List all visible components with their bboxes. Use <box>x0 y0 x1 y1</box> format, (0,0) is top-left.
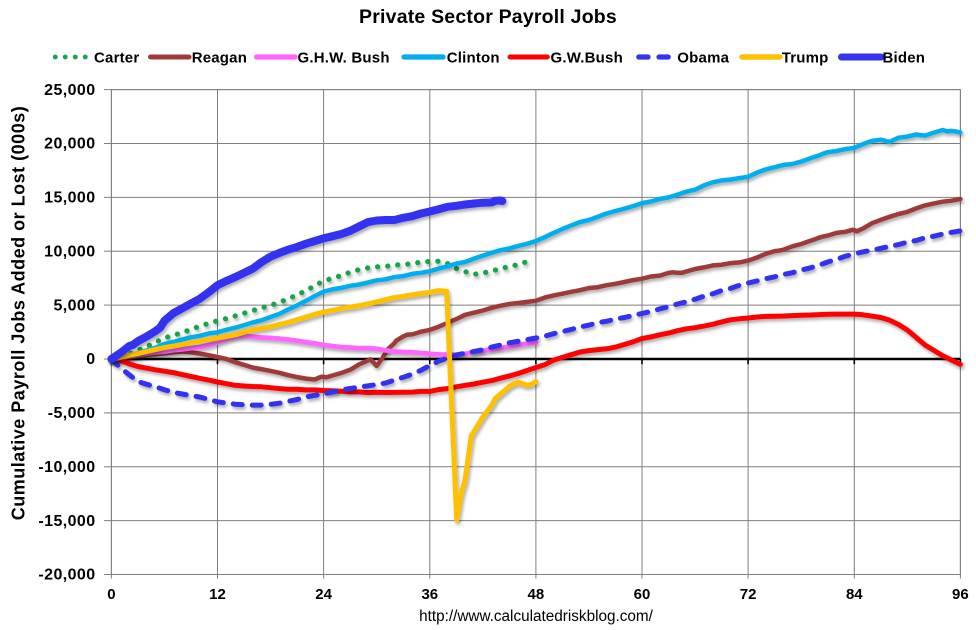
svg-text:10,000: 10,000 <box>44 243 95 260</box>
svg-text:84: 84 <box>846 586 863 603</box>
svg-text:G.H.W. Bush: G.H.W. Bush <box>298 49 390 66</box>
svg-text:60: 60 <box>634 586 651 603</box>
svg-text:Biden: Biden <box>883 49 926 66</box>
svg-text:G.W.Bush: G.W.Bush <box>551 49 623 66</box>
svg-text:Clinton: Clinton <box>447 49 500 66</box>
svg-text:Carter: Carter <box>94 49 139 66</box>
svg-text:15,000: 15,000 <box>44 190 95 207</box>
svg-text:Trump: Trump <box>782 49 829 66</box>
svg-text:25,000: 25,000 <box>44 82 95 99</box>
svg-text:0: 0 <box>86 351 95 368</box>
svg-text:http://www.calculatedriskblog.: http://www.calculatedriskblog.com/ <box>419 608 654 625</box>
svg-text:Cumulative Payroll Jobs Added: Cumulative Payroll Jobs Added or Lost (0… <box>9 106 29 520</box>
svg-text:-20,000: -20,000 <box>38 567 95 584</box>
svg-text:0: 0 <box>107 586 115 603</box>
svg-text:96: 96 <box>952 586 969 603</box>
svg-text:48: 48 <box>528 586 545 603</box>
svg-text:-5,000: -5,000 <box>48 405 96 422</box>
svg-text:5,000: 5,000 <box>53 297 95 314</box>
svg-text:36: 36 <box>421 586 438 603</box>
svg-text:24: 24 <box>315 586 332 603</box>
svg-text:Obama: Obama <box>677 49 729 66</box>
svg-text:-15,000: -15,000 <box>38 513 95 530</box>
svg-text:-10,000: -10,000 <box>38 459 95 476</box>
svg-text:72: 72 <box>740 586 757 603</box>
svg-text:20,000: 20,000 <box>44 136 95 153</box>
svg-text:12: 12 <box>209 586 226 603</box>
svg-text:Reagan: Reagan <box>192 49 247 66</box>
svg-text:Private Sector Payroll Jobs: Private Sector Payroll Jobs <box>359 6 617 28</box>
